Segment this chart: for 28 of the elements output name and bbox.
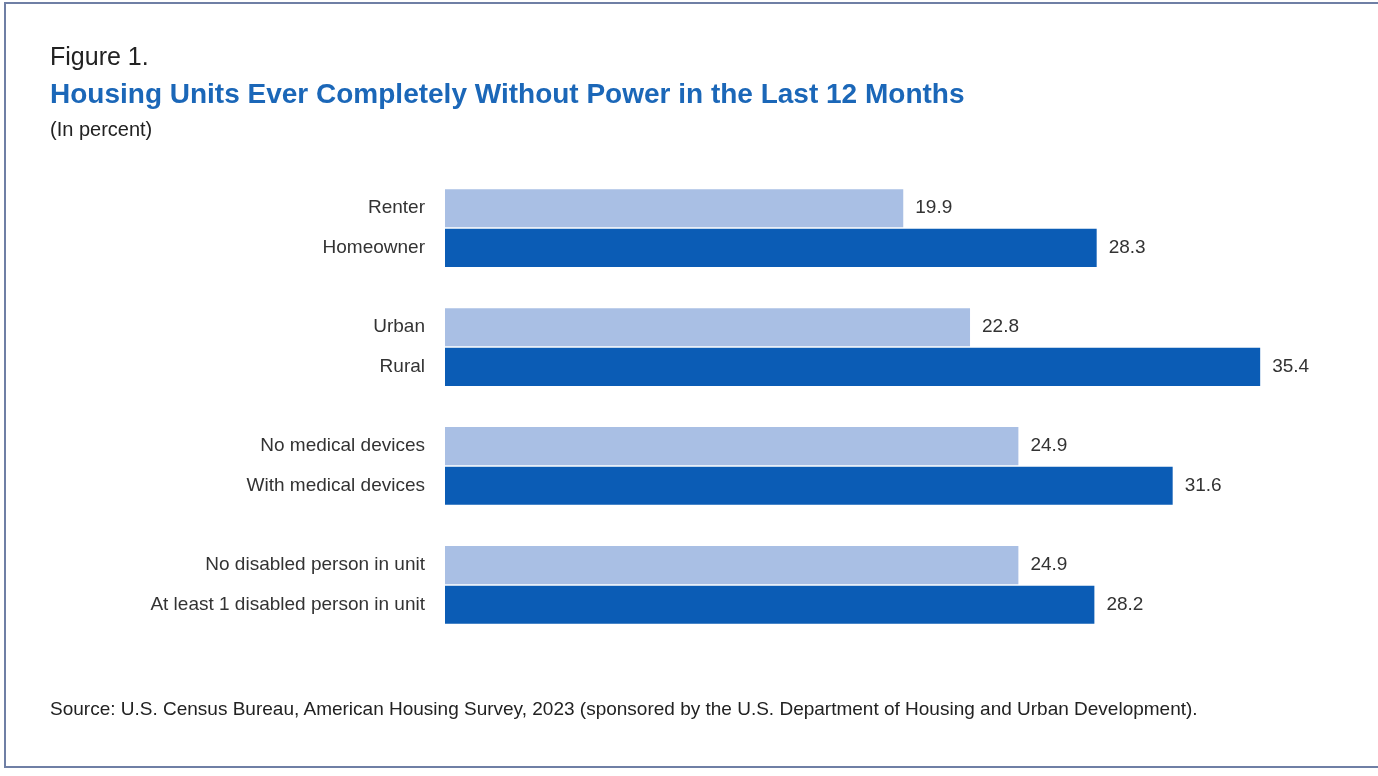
caption: Figure 1. — [50, 42, 149, 71]
source-note: Source: U.S. Census Bureau, American Housing Survey, 2023 (sponsored by the U.S. Department of Housing and Urban Development). — [50, 697, 1199, 721]
y-tick-label: With medical devices — [246, 474, 425, 496]
bar — [445, 228, 1097, 267]
y-tick-label: Homeowner — [322, 236, 426, 258]
y-tick-label: Rural — [379, 355, 425, 377]
bar — [445, 466, 1173, 505]
y-tick-label: Urban — [373, 315, 425, 337]
bar — [445, 585, 1095, 624]
data-label: 22.8 — [982, 315, 1020, 337]
data-label: 31.6 — [1184, 474, 1222, 496]
bar — [445, 347, 1261, 386]
bar — [445, 189, 904, 228]
chart-title: Housing Units Ever Completely Without Power in the Last 12 Months — [50, 78, 965, 110]
bar — [445, 308, 971, 347]
data-label: 24.9 — [1030, 553, 1068, 575]
data-label: 28.2 — [1106, 593, 1144, 615]
y-tick-label: Renter — [367, 196, 426, 218]
data-label: 28.3 — [1108, 236, 1146, 258]
y-tick-label: No medical devices — [260, 434, 425, 456]
text: (In percent) — [50, 118, 153, 141]
data-label: 35.4 — [1272, 355, 1310, 377]
data-label: 24.9 — [1030, 434, 1068, 456]
bar — [445, 427, 1019, 466]
bar — [445, 546, 1019, 585]
y-tick-label: At least 1 disabled person in unit — [150, 593, 426, 615]
data-label: 19.9 — [915, 196, 953, 218]
y-tick-label: No disabled person in unit — [205, 553, 426, 575]
